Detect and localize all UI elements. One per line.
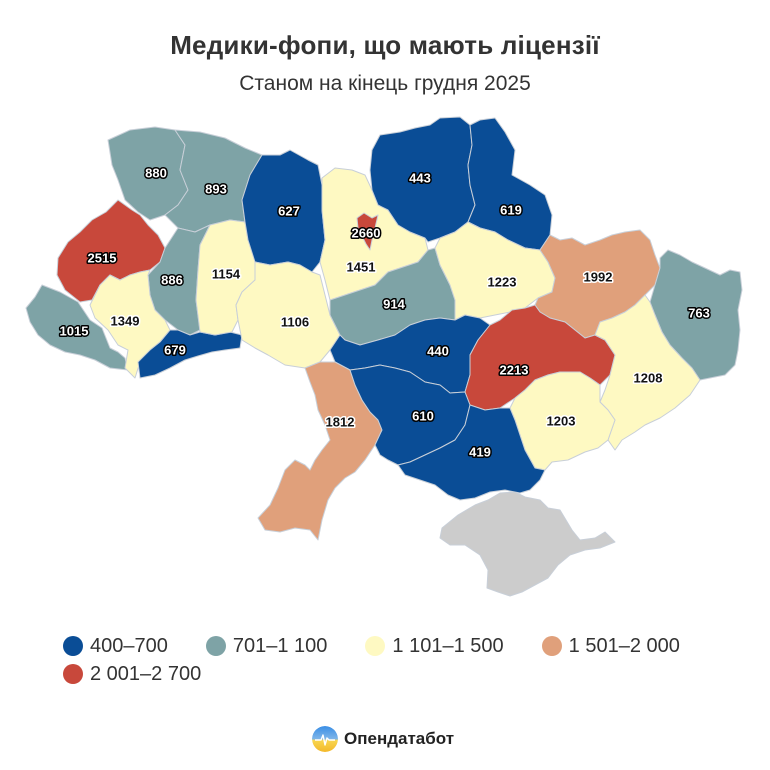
label-zhytomyr: 627 bbox=[278, 203, 300, 218]
legend: 400–700 701–1 100 1 101–1 500 1 501–2 00… bbox=[63, 632, 743, 688]
legend-item-400-700: 400–700 bbox=[63, 635, 168, 658]
opendatabot-logo-icon bbox=[312, 726, 338, 752]
label-odesa: 1812 bbox=[326, 414, 355, 429]
legend-row-2: 2 001–2 700 bbox=[63, 660, 743, 688]
label-zaporizhzhia: 1203 bbox=[547, 413, 576, 428]
legend-label: 701–1 100 bbox=[232, 634, 328, 657]
legend-row-1: 400–700 701–1 100 1 101–1 500 1 501–2 00… bbox=[63, 632, 743, 660]
label-mykolaiv: 610 bbox=[412, 408, 434, 423]
label-kirovohrad: 440 bbox=[427, 343, 449, 358]
legend-swatch-icon bbox=[205, 636, 226, 656]
legend-item-701-1100: 701–1 100 bbox=[205, 634, 328, 658]
label-khmelnytskyi: 1154 bbox=[212, 266, 241, 281]
label-donetsk: 1208 bbox=[634, 370, 663, 385]
region-zakarpattia bbox=[25, 284, 129, 371]
region-kherson bbox=[397, 404, 546, 501]
legend-swatch-icon bbox=[63, 636, 83, 656]
label-ivano-frankivsk: 1349 bbox=[111, 313, 140, 328]
region-kyiv-city bbox=[356, 212, 379, 251]
legend-label: 400–700 bbox=[90, 634, 168, 657]
label-vinnytsia: 1106 bbox=[281, 314, 309, 329]
label-sumy: 619 bbox=[500, 202, 522, 217]
brand-name: Опендатабот bbox=[344, 729, 455, 748]
legend-label: 1 101–1 500 bbox=[392, 634, 504, 657]
chart-subtitle: Станом на кінець грудня 2025 bbox=[239, 72, 531, 95]
legend-swatch-icon bbox=[365, 636, 386, 656]
label-rivne: 893 bbox=[205, 181, 227, 196]
legend-swatch-icon bbox=[63, 664, 83, 684]
legend-label: 2 001–2 700 bbox=[90, 662, 202, 685]
region-donetsk bbox=[594, 294, 701, 451]
label-luhansk: 763 bbox=[688, 305, 710, 320]
label-volyn: 880 bbox=[145, 165, 167, 180]
legend-item-1101-1500: 1 101–1 500 bbox=[365, 634, 504, 658]
label-lviv: 2515 bbox=[88, 250, 117, 265]
legend-item-1501-2000: 1 501–2 000 bbox=[541, 634, 680, 658]
label-kyiv-oblast: 1451 bbox=[347, 259, 376, 274]
label-dnipropetrovsk: 2213 bbox=[500, 362, 529, 377]
label-kherson: 419 bbox=[469, 444, 491, 459]
label-cherkasy: 914 bbox=[383, 296, 405, 311]
label-kharkiv: 1992 bbox=[584, 269, 613, 284]
label-chernihiv: 443 bbox=[409, 170, 431, 185]
label-chernivtsi: 679 bbox=[164, 342, 186, 357]
legend-label: 1 501–2 000 bbox=[568, 634, 680, 657]
label-kyiv-city: 2660 bbox=[352, 225, 381, 240]
chart-title: Медики-фопи, що мають ліцензії bbox=[170, 30, 600, 60]
legend-item-2001-2700: 2 001–2 700 bbox=[63, 663, 201, 686]
label-zakarpattia: 1015 bbox=[60, 323, 89, 338]
brand: Опендатабот bbox=[312, 726, 454, 752]
legend-swatch-icon bbox=[541, 636, 562, 656]
label-poltava: 1223 bbox=[488, 274, 517, 289]
label-ternopil: 886 bbox=[161, 272, 183, 287]
region-crimea bbox=[439, 491, 616, 597]
